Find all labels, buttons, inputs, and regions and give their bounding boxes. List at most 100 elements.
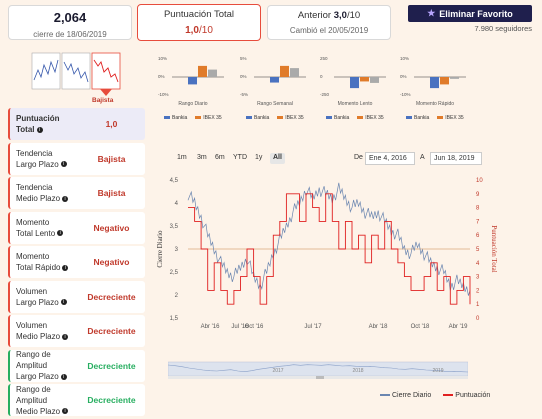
navigator-label: 2018 (352, 368, 363, 374)
x-tick: Abr '19 (449, 324, 468, 330)
info-icon[interactable]: i (60, 161, 67, 168)
factor-label: Puntuación Total i (16, 114, 60, 134)
y2-axis-label: Puntuación Total (490, 225, 498, 272)
navigator-track (168, 361, 468, 377)
info-icon[interactable]: i (62, 408, 69, 415)
factor-value: Decreciente (87, 395, 136, 405)
range-button-ytd[interactable]: YTD (233, 154, 247, 161)
y2-tick: 10 (476, 178, 483, 184)
factor-item[interactable]: Tendencia Largo Plazo i Bajista (8, 142, 145, 175)
navigator-label: 2019 (432, 368, 443, 374)
remove-favorite-label: Eliminar Favorito (439, 8, 513, 19)
mini-tick: 10% (400, 56, 409, 61)
mini-bar (430, 77, 439, 89)
mini-bar (360, 77, 369, 82)
mini-chart-0: 10% 0% -10% Rango Diario (158, 54, 224, 112)
range-button-6m[interactable]: 6m (215, 154, 225, 161)
mini-tick: 0% (158, 74, 165, 79)
info-icon[interactable]: i (62, 333, 69, 340)
info-icon[interactable]: i (60, 299, 67, 306)
factor-item[interactable]: Momento Total Rápido i Negativo (8, 246, 145, 278)
mini-legend: Bankia IBEX 35 (406, 115, 464, 121)
factor-value: Negativo (93, 257, 130, 267)
factor-item[interactable]: Puntuación Total i 1,0 (8, 108, 145, 140)
range-button-1m[interactable]: 1m (177, 154, 187, 161)
previous-caption: Cambió el 20/05/2019 (289, 26, 369, 35)
score-title: Puntuación Total (163, 9, 235, 20)
scrollbar-handle (316, 376, 324, 379)
y2-tick: 4 (476, 261, 480, 267)
y-tick: 3 (175, 247, 179, 253)
factor-item[interactable]: Momento Total Lento i Negativo (8, 211, 145, 244)
score-suffix: /10 (199, 25, 213, 36)
x-tick: Jul '16 (231, 324, 249, 330)
mini-bar (198, 65, 207, 77)
previous-card: Anterior 3,0/10 Cambió el 20/05/2019 (267, 5, 391, 40)
y2-tick: 2 (476, 288, 480, 294)
mini-chart-label: Rango Semanal (257, 101, 293, 107)
navigator-series (168, 364, 468, 373)
mini-chart-label: Momento Lento (337, 101, 373, 107)
previous-value: 3,0 (333, 10, 347, 21)
range-button-all[interactable]: All (270, 153, 285, 164)
navigator-label: 2017 (272, 368, 283, 374)
mini-tick: -10% (158, 92, 169, 97)
remove-favorite-button[interactable]: ★ Eliminar Favorito (408, 5, 532, 22)
mini-bar (450, 77, 459, 79)
info-icon[interactable]: i (60, 373, 67, 380)
factor-value: Negativo (93, 222, 130, 233)
mini-chart-1: 5% 0% -5% Rango Semanal (240, 54, 306, 112)
x-tick: Oct '18 (411, 324, 430, 330)
range-navigator[interactable]: 2017 2018 2019 (168, 360, 468, 380)
y2-tick: 7 (476, 219, 480, 225)
mini-legend: Bankia IBEX 35 (164, 115, 222, 121)
mini-tick: 10% (158, 56, 167, 61)
factor-item[interactable]: Volumen Medio Plazo i Decreciente (8, 315, 145, 347)
info-icon[interactable]: i (57, 230, 64, 237)
mini-bar (270, 77, 279, 83)
mini-bar (290, 68, 299, 77)
x-tick: Jul '17 (304, 324, 322, 330)
info-icon[interactable]: i (62, 264, 69, 271)
legend-item-close[interactable]: Cierre Diario (380, 392, 431, 399)
y-tick: 3,5 (170, 224, 179, 230)
mini-bar (370, 77, 379, 83)
factor-value: Decreciente (87, 291, 136, 302)
series-score-line (188, 193, 471, 305)
y-tick: 4 (175, 201, 179, 207)
range-button-1y[interactable]: 1y (255, 154, 263, 161)
mini-bar (440, 77, 449, 85)
trend-badge: Bajista (92, 97, 114, 104)
y-axis-label: Cierre Diario (156, 230, 164, 268)
info-icon[interactable]: i (62, 195, 69, 202)
mini-tick: 0% (400, 74, 407, 79)
factor-label: Tendencia Largo Plazo i (10, 148, 78, 170)
previous-suffix: /10 (346, 10, 361, 21)
star-icon: ★ (427, 8, 436, 18)
factor-value: Bajista (97, 153, 126, 164)
factor-label: Momento Total Rápido i (10, 251, 78, 273)
x-tick: Abr '18 (369, 324, 388, 330)
range-button-3m[interactable]: 3m (197, 154, 207, 161)
y-tick: 2,5 (170, 270, 179, 276)
date-from-input[interactable]: Ene 4, 2016 (365, 152, 415, 165)
factor-item[interactable]: Rango de Amplitud Largo Plazo i Decrecient… (8, 349, 145, 382)
price-caption: cierre de 18/06/2019 (33, 30, 107, 39)
y-tick: 4,5 (170, 178, 179, 184)
factor-value: Decreciente (87, 360, 136, 371)
factor-item[interactable]: Rango de Amplitud Medio Plazo i Decrecient… (8, 384, 145, 416)
legend-item-score[interactable]: Puntuación (443, 392, 490, 399)
followers-count: 7.980 seguidores (474, 24, 532, 33)
trend-thumbnails (31, 52, 121, 96)
factor-item[interactable]: Tendencia Medio Plazo i Bajista (8, 177, 145, 209)
factor-label: Volumen Medio Plazo i (10, 320, 78, 342)
y2-tick: 6 (476, 233, 480, 239)
price-value: 2,064 (53, 10, 87, 25)
date-to-label: A (420, 154, 425, 161)
factor-item[interactable]: Volumen Largo Plazo i Decreciente (8, 280, 145, 313)
mini-chart-label: Momento Rápido (415, 101, 455, 107)
mini-bar (280, 65, 289, 77)
mini-tick: 5% (240, 56, 247, 61)
info-icon[interactable]: i (36, 126, 43, 133)
date-to-input[interactable]: Jun 18, 2019 (430, 152, 482, 165)
